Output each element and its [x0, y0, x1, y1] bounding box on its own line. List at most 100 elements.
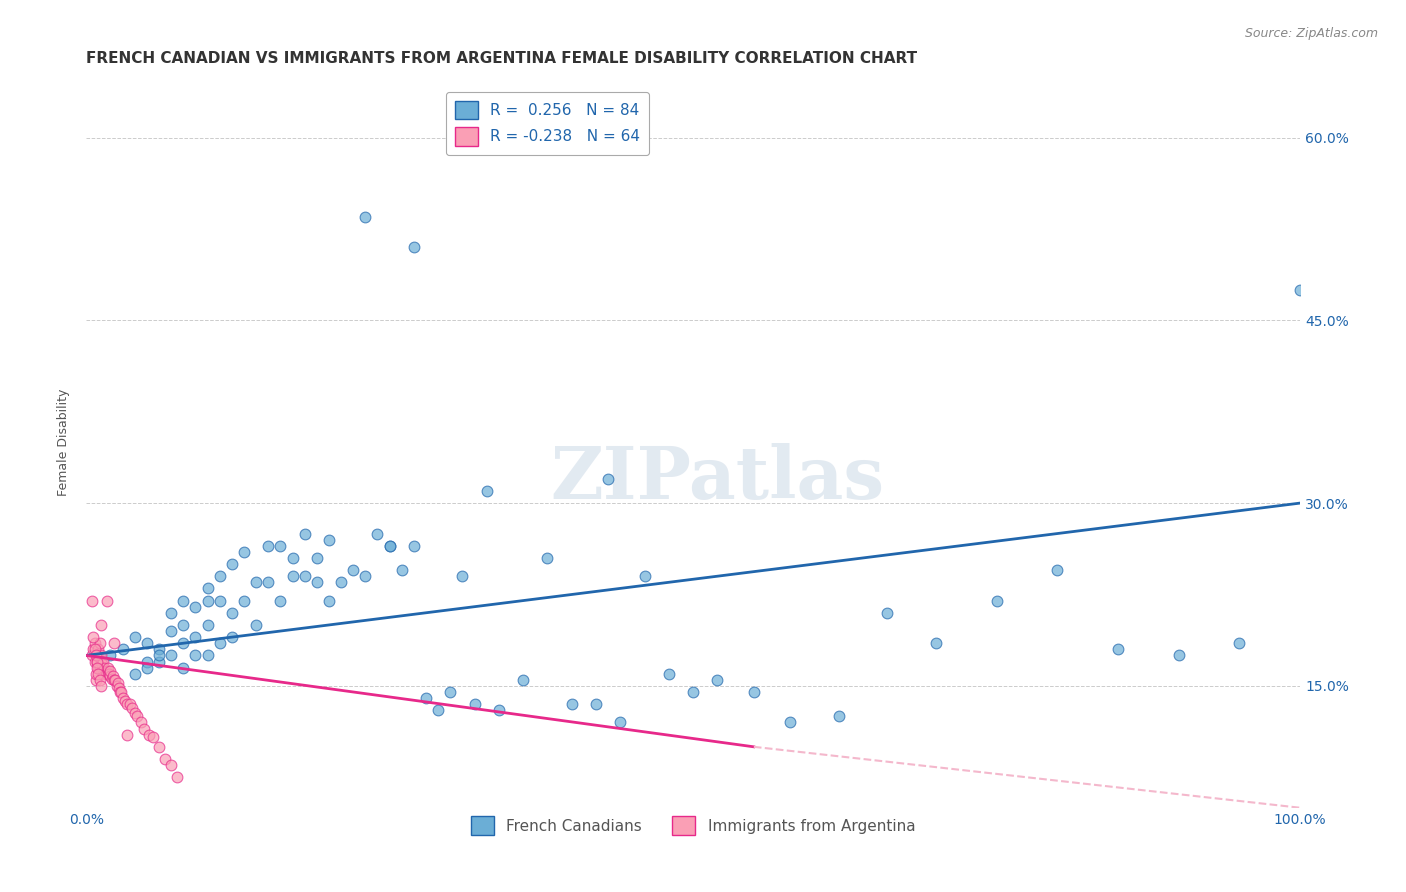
Point: [89, 660, 111, 674]
Point: [87, 642, 110, 657]
Point: [90, 655, 112, 669]
Point: [402, 539, 425, 553]
Point: [451, 569, 474, 583]
Point: [184, 599, 207, 614]
Y-axis label: Female Disability: Female Disability: [58, 389, 70, 496]
Point: [208, 569, 231, 583]
Point: [197, 582, 219, 596]
Legend: French Canadians, Immigrants from Argentina: French Canadians, Immigrants from Argent…: [461, 807, 924, 844]
Point: [82, 642, 104, 657]
Point: [97, 660, 120, 674]
Point: [305, 550, 328, 565]
Point: [94, 665, 117, 679]
Point: [100, 665, 122, 679]
Point: [221, 606, 243, 620]
Point: [118, 697, 141, 711]
Point: [475, 483, 498, 498]
Point: [536, 550, 558, 565]
Point: [83, 642, 105, 657]
Point: [257, 575, 280, 590]
Point: [90, 648, 112, 663]
Point: [269, 539, 291, 553]
Point: [89, 636, 111, 650]
Point: [197, 618, 219, 632]
Point: [90, 660, 112, 674]
Point: [98, 666, 121, 681]
Point: [378, 539, 401, 553]
Point: [96, 666, 118, 681]
Point: [391, 563, 413, 577]
Point: [682, 685, 704, 699]
Point: [84, 648, 107, 663]
Point: [83, 655, 105, 669]
Point: [876, 606, 898, 620]
Point: [925, 636, 948, 650]
Point: [148, 648, 170, 663]
Point: [117, 728, 139, 742]
Point: [245, 575, 267, 590]
Point: [148, 739, 170, 754]
Point: [294, 526, 316, 541]
Point: [91, 666, 114, 681]
Point: [208, 636, 231, 650]
Point: [135, 660, 157, 674]
Point: [172, 618, 194, 632]
Point: [124, 666, 146, 681]
Point: [257, 539, 280, 553]
Point: [221, 630, 243, 644]
Point: [86, 655, 108, 669]
Point: [129, 715, 152, 730]
Point: [233, 593, 256, 607]
Point: [402, 240, 425, 254]
Point: [585, 697, 607, 711]
Point: [294, 569, 316, 583]
Point: [598, 472, 620, 486]
Point: [318, 533, 340, 547]
Point: [135, 636, 157, 650]
Point: [103, 636, 125, 650]
Point: [148, 642, 170, 657]
Point: [96, 593, 118, 607]
Point: [104, 673, 127, 687]
Point: [101, 669, 124, 683]
Point: [330, 575, 353, 590]
Point: [124, 630, 146, 644]
Point: [1046, 563, 1069, 577]
Point: [153, 752, 176, 766]
Point: [281, 550, 304, 565]
Text: Source: ZipAtlas.com: Source: ZipAtlas.com: [1244, 27, 1378, 40]
Point: [172, 593, 194, 607]
Point: [184, 630, 207, 644]
Point: [100, 648, 122, 663]
Point: [378, 539, 401, 553]
Point: [135, 655, 157, 669]
Point: [138, 728, 160, 742]
Point: [108, 681, 131, 696]
Point: [142, 730, 165, 744]
Point: [828, 709, 851, 723]
Point: [89, 673, 111, 687]
Point: [134, 722, 156, 736]
Point: [197, 593, 219, 607]
Point: [84, 666, 107, 681]
Point: [354, 569, 377, 583]
Point: [127, 709, 149, 723]
Point: [86, 660, 108, 674]
Point: [117, 697, 139, 711]
Point: [160, 624, 183, 638]
Point: [82, 630, 104, 644]
Point: [160, 648, 183, 663]
Point: [114, 693, 136, 707]
Point: [90, 618, 112, 632]
Point: [706, 673, 728, 687]
Point: [166, 770, 188, 784]
Point: [124, 706, 146, 720]
Point: [90, 657, 112, 671]
Point: [97, 665, 120, 679]
Point: [148, 655, 170, 669]
Point: [342, 563, 364, 577]
Point: [160, 606, 183, 620]
Point: [609, 715, 631, 730]
Point: [1107, 642, 1129, 657]
Point: [633, 569, 655, 583]
